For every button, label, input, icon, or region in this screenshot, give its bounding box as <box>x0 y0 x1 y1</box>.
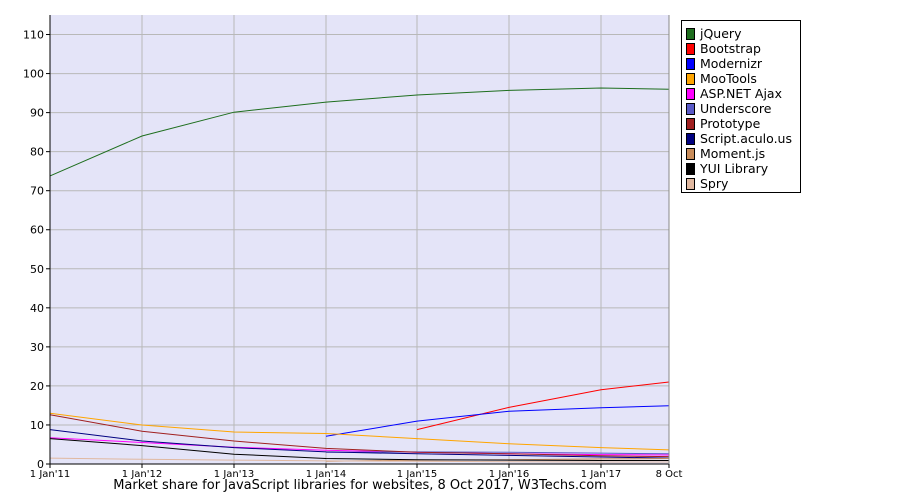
legend-item-script-aculo-us: Script.aculo.us <box>686 131 800 146</box>
legend-item-underscore: Underscore <box>686 101 800 116</box>
legend-label: Script.aculo.us <box>700 131 792 146</box>
legend-item-jquery: jQuery <box>686 26 800 41</box>
legend-label: Moment.js <box>700 146 766 161</box>
legend-label: Underscore <box>700 101 772 116</box>
y-tick-label: 50 <box>30 263 44 276</box>
legend-item-spry: Spry <box>686 176 800 191</box>
legend-item-mootools: MooTools <box>686 71 800 86</box>
series-line-script-aculo-us <box>49 429 670 459</box>
y-tick-label: 40 <box>30 302 44 315</box>
legend-swatch <box>686 42 695 55</box>
legend-label: Prototype <box>700 116 761 131</box>
y-tick-label: 80 <box>30 146 44 159</box>
series-line-mootools <box>49 412 670 451</box>
y-tick-label: 70 <box>30 185 44 198</box>
legend-swatch <box>686 147 695 160</box>
chart-caption: Market share for JavaScript libraries fo… <box>113 478 607 493</box>
legend-label: Spry <box>700 176 729 191</box>
y-tick-label: 100 <box>23 68 44 81</box>
legend-swatch <box>686 72 695 85</box>
y-tick-label: 20 <box>30 380 44 393</box>
legend-item-prototype: Prototype <box>686 116 800 131</box>
plot-area <box>50 15 669 464</box>
series-line-yui-library <box>49 438 669 461</box>
legend-label: YUI Library <box>700 161 769 176</box>
x-tick-label: 1 Jan'16 <box>489 469 529 480</box>
x-tick-label: 1 Jan'12 <box>122 469 162 480</box>
legend-swatch <box>686 177 695 190</box>
legend-label: ASP.NET Ajax <box>700 86 782 101</box>
y-tick-label: 60 <box>30 224 44 237</box>
legend-label: jQuery <box>700 26 742 41</box>
series-line-prototype <box>49 414 670 458</box>
series-line-underscore <box>325 451 670 455</box>
series-line-asp-net-ajax <box>49 437 670 456</box>
series-line-spry <box>49 457 669 463</box>
legend-swatch <box>686 87 695 100</box>
legend-label: MooTools <box>700 71 757 86</box>
legend-label: Modernizr <box>700 56 763 71</box>
legend-swatch <box>686 162 695 175</box>
legend-label: Bootstrap <box>700 41 761 56</box>
x-tick-label: 1 Jan'14 <box>306 469 346 480</box>
series-line-jquery <box>49 87 670 177</box>
legend-swatch <box>686 57 695 70</box>
series-line-modernizr <box>325 405 670 437</box>
axes: 0 10 20 30 40 50 60 70 80 90 100 110 1 Jan'11 1 Jan'1… <box>23 15 682 480</box>
y-tick-label: 0 <box>37 458 44 471</box>
y-tick-label: 30 <box>30 341 44 354</box>
y-tick-label: 90 <box>30 107 44 120</box>
series-lines <box>49 87 670 463</box>
legend-swatch <box>686 102 695 115</box>
x-tick-label: 1 Jan'17 <box>581 469 621 480</box>
legend: jQuery Bootstrap Modernizr MooTools ASP.NET … <box>681 20 801 193</box>
legend-item-asp-net-ajax: ASP.NET Ajax <box>686 86 800 101</box>
legend-item-modernizr: Modernizr <box>686 56 800 71</box>
legend-item-moment-js: Moment.js <box>686 146 800 161</box>
x-tick-label: 1 Jan'13 <box>214 469 254 480</box>
legend-swatch <box>686 117 695 130</box>
x-tick-label: 1 Jan'11 <box>30 469 70 480</box>
x-tick-label: 8 Oct <box>656 469 683 480</box>
grid <box>50 15 669 464</box>
y-tick-label: 110 <box>23 29 44 42</box>
legend-swatch <box>686 132 695 145</box>
y-tick-label: 10 <box>30 419 44 432</box>
legend-swatch <box>686 27 695 40</box>
legend-item-yui-library: YUI Library <box>686 161 800 176</box>
series-line-bootstrap <box>416 381 670 431</box>
x-tick-label: 1 Jan'15 <box>397 469 437 480</box>
legend-item-bootstrap: Bootstrap <box>686 41 800 56</box>
